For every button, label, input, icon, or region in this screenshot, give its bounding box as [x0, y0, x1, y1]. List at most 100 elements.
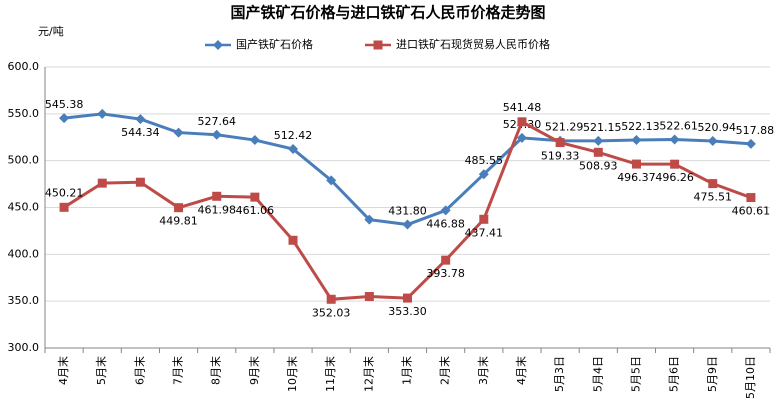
marker [479, 214, 489, 224]
x-tick-label: 4月末 [514, 356, 528, 385]
marker [250, 192, 260, 202]
marker [555, 138, 565, 148]
data-label: 521.29 [545, 121, 584, 134]
x-tick-label: 9月末 [247, 356, 261, 385]
data-label: 352.03 [312, 306, 351, 319]
marker [326, 175, 337, 186]
data-label: 541.48 [503, 101, 542, 114]
marker [440, 205, 451, 216]
marker [97, 108, 108, 119]
legend-item: 国产铁矿石价格 [205, 37, 313, 51]
marker [364, 214, 375, 225]
marker [403, 293, 412, 303]
x-tick-label: 11月末 [323, 356, 337, 392]
data-label: 519.33 [541, 150, 580, 163]
y-tick-label: 300.0 [8, 341, 40, 354]
x-tick-label: 6月末 [132, 356, 146, 385]
data-label: 461.06 [236, 204, 275, 217]
marker [441, 255, 451, 265]
marker [97, 178, 107, 188]
legend-label: 进口铁矿石现货贸易人民币价格 [396, 37, 550, 51]
data-label: 460.61 [732, 205, 771, 218]
y-tick-label: 600.0 [8, 60, 40, 73]
data-label: 461.98 [197, 203, 236, 216]
y-tick-label: 400.0 [8, 247, 40, 260]
marker [288, 235, 298, 245]
data-label: 508.93 [579, 159, 618, 172]
data-label: 431.80 [388, 205, 427, 218]
marker [135, 177, 145, 187]
data-label: 522.61 [659, 119, 698, 132]
x-tick-label: 5月4日 [591, 356, 604, 392]
marker [707, 136, 718, 147]
data-label: 393.78 [426, 267, 465, 280]
marker [173, 127, 184, 138]
x-tick-label: 5月9日 [706, 356, 719, 392]
x-tick-label: 10月末 [285, 356, 299, 392]
data-label: 520.94 [698, 121, 737, 134]
data-label: 545.38 [45, 98, 84, 111]
marker [402, 219, 413, 230]
marker [373, 40, 383, 50]
data-label: 496.26 [655, 171, 694, 184]
marker [631, 159, 641, 169]
data-label: 512.42 [274, 129, 313, 142]
x-tick-label: 5月5日 [629, 356, 642, 392]
marker [211, 129, 222, 140]
x-tick-label: 2月末 [438, 356, 452, 385]
marker [249, 135, 260, 146]
y-tick-label: 350.0 [8, 294, 40, 307]
x-tick-label: 3月末 [476, 356, 490, 385]
legend-label: 国产铁矿石价格 [236, 37, 313, 51]
y-tick-label: 450.0 [8, 201, 40, 214]
marker [288, 144, 299, 155]
marker [708, 179, 718, 189]
marker [135, 114, 146, 125]
marker [669, 134, 680, 145]
marker [745, 138, 756, 149]
data-label: 517.88 [736, 124, 775, 137]
marker [213, 40, 223, 50]
y-axis-label: 元/吨 [38, 25, 64, 38]
data-label: 485.55 [465, 154, 504, 167]
data-label: 437.41 [465, 226, 504, 239]
chart-title: 国产铁矿石价格与进口铁矿石人民币价格走势图 [230, 4, 545, 22]
marker [631, 134, 642, 145]
marker [593, 135, 604, 146]
data-label: 475.51 [694, 191, 733, 204]
legend-item: 进口铁矿石现货贸易人民币价格 [365, 37, 550, 51]
marker [517, 117, 527, 127]
x-tick-label: 4月末 [56, 356, 70, 385]
data-label: 496.37 [617, 171, 656, 184]
marker [670, 159, 680, 169]
x-tick-label: 5月10日 [744, 356, 757, 399]
marker [593, 147, 603, 157]
data-label: 521.15 [583, 121, 622, 134]
marker [174, 203, 184, 213]
marker [59, 113, 70, 124]
marker [478, 169, 489, 180]
x-tick-label: 1月末 [400, 356, 414, 385]
x-tick-label: 7月末 [171, 356, 185, 385]
y-tick-label: 500.0 [8, 154, 40, 167]
marker [326, 294, 336, 304]
data-label: 353.30 [388, 305, 427, 318]
x-tick-label: 8月末 [209, 356, 223, 385]
marker [59, 202, 69, 212]
marker [364, 291, 374, 301]
x-tick-label: 5月6日 [668, 356, 681, 392]
data-label: 450.21 [45, 186, 84, 199]
data-label: 544.34 [121, 126, 160, 139]
y-tick-label: 550.0 [8, 107, 40, 120]
x-tick-label: 12月末 [361, 356, 375, 392]
marker [516, 132, 527, 143]
marker [212, 191, 222, 201]
marker [746, 193, 756, 203]
x-tick-label: 5月末 [94, 356, 108, 385]
data-label: 522.13 [621, 120, 660, 133]
data-label: 449.81 [159, 215, 198, 228]
data-label: 527.64 [197, 115, 236, 128]
data-label: 446.88 [426, 217, 465, 230]
x-tick-label: 5月3日 [553, 356, 566, 392]
